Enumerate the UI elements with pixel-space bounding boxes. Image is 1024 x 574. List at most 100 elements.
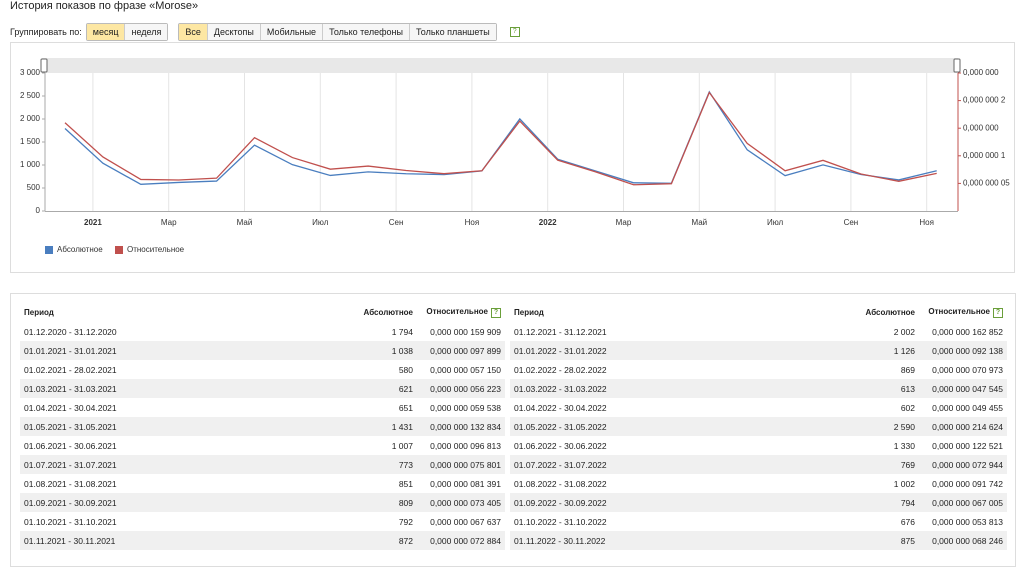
table-row: 01.08.2022 - 31.08.2022 1 002 0,000 000 09… bbox=[510, 474, 1007, 493]
table-row: 01.10.2022 - 31.10.2022 676 0,000 000 053 … bbox=[510, 512, 1007, 531]
table-row: 01.11.2022 - 30.11.2022 875 0,000 000 068 … bbox=[510, 531, 1007, 550]
table-cell: 01.08.2022 - 31.08.2022 bbox=[514, 478, 607, 489]
group-button[interactable]: месяц bbox=[86, 24, 126, 40]
y2-tick-label: 0,000 000 1 bbox=[963, 151, 1006, 160]
table-cell: 0,000 000 091 742 bbox=[932, 478, 1003, 489]
table-cell: 1 126 bbox=[821, 341, 919, 360]
table-row: 01.10.2021 - 31.10.2021 792 0,000 000 067 … bbox=[20, 512, 505, 531]
x-tick-label: Ноя bbox=[465, 218, 480, 227]
table-row: 01.07.2022 - 31.07.2022 769 0,000 000 072 … bbox=[510, 455, 1007, 474]
device-button[interactable]: Только телефоны bbox=[323, 24, 410, 40]
table-cell: 851 bbox=[398, 478, 413, 489]
help-icon[interactable]: ? bbox=[993, 308, 1003, 318]
series-line bbox=[64, 90, 937, 185]
header-text: Период bbox=[514, 308, 544, 317]
table-cell: 0,000 000 053 813 bbox=[932, 516, 1003, 527]
table-cell: 809 bbox=[319, 493, 417, 512]
slider-handle[interactable] bbox=[40, 58, 48, 73]
data-table: Период Абсолютное Относительное? 01.12.2021… bbox=[510, 303, 1007, 550]
table-cell: 0,000 000 075 801 bbox=[417, 455, 505, 474]
y-tick-label: 1 500 bbox=[20, 137, 41, 146]
table-cell: 1 007 bbox=[391, 440, 413, 451]
device-buttons: Все Десктопы Мобильные Только телефоны Тольк… bbox=[178, 23, 497, 41]
chart: 0 500 1 000 1 500 2 000 2 500 3 000 0,000 000 0… bbox=[10, 42, 1015, 273]
header-row: Период Абсолютное Относительное? bbox=[20, 303, 505, 322]
table-cell: 0,000 000 081 391 bbox=[430, 478, 501, 489]
table-cell: 0,000 000 059 538 bbox=[430, 402, 501, 413]
table-cell: 1 431 bbox=[319, 417, 417, 436]
y2-tick-label: 0,000 000 05 bbox=[963, 179, 1010, 188]
table-row: 01.03.2021 - 31.03.2021 621 0,000 000 056 … bbox=[20, 379, 505, 398]
table-row: 01.09.2021 - 30.09.2021 809 0,000 000 073 … bbox=[20, 493, 505, 512]
device-button[interactable]: Мобильные bbox=[260, 24, 324, 40]
table-cell: 01.12.2021 - 31.12.2021 bbox=[514, 326, 607, 337]
table-row: 01.01.2022 - 31.01.2022 1 126 0,000 000 09… bbox=[510, 341, 1007, 360]
y-tick-label: 2 500 bbox=[20, 91, 41, 100]
table-cell: 0,000 000 214 624 bbox=[919, 417, 1007, 436]
group-buttons: месяц неделя bbox=[85, 23, 169, 41]
y-tick-label: 0 bbox=[36, 206, 41, 215]
x-tick-label: Июл bbox=[767, 218, 784, 227]
table-cell: 01.08.2021 - 31.08.2021 bbox=[24, 478, 117, 489]
header-text: Относительное bbox=[426, 307, 488, 316]
data-table: Период Абсолютное Относительное? 01.12.2020… bbox=[20, 303, 505, 550]
device-button[interactable]: Только планшеты bbox=[409, 24, 496, 40]
header-row: Период Абсолютное Относительное? bbox=[510, 303, 1007, 322]
table-cell: 1 038 bbox=[319, 341, 417, 360]
table-cell: 01.10.2021 - 31.10.2021 bbox=[24, 516, 117, 527]
table-cell: 01.07.2021 - 31.07.2021 bbox=[20, 455, 319, 474]
legend-label: Абсолютное bbox=[57, 245, 103, 254]
page-title: История показов по фразе «Morose» bbox=[10, 0, 199, 12]
table-cell: 01.10.2022 - 31.10.2022 bbox=[514, 516, 607, 527]
table-cell: 580 bbox=[398, 364, 413, 375]
column-header: Относительное? bbox=[417, 303, 505, 322]
slider-handle[interactable] bbox=[953, 58, 961, 73]
column-header: Период bbox=[20, 303, 319, 322]
column-header: Относительное? bbox=[919, 303, 1007, 322]
device-button[interactable]: Десктопы bbox=[207, 24, 261, 40]
table-cell: 0,000 000 122 521 bbox=[932, 440, 1003, 451]
table-cell: 621 bbox=[319, 379, 417, 398]
table-cell: 01.01.2021 - 31.01.2021 bbox=[20, 341, 319, 360]
table-row: 01.11.2021 - 30.11.2021 872 0,000 000 072 … bbox=[20, 531, 505, 550]
table-cell: 01.06.2022 - 30.06.2022 bbox=[514, 440, 607, 451]
table-cell: 01.05.2022 - 31.05.2022 bbox=[510, 417, 821, 436]
header-text: Абсолютное bbox=[363, 308, 413, 317]
table-row: 01.04.2022 - 30.04.2022 602 0,000 000 049 … bbox=[510, 398, 1007, 417]
table-cell: 676 bbox=[900, 516, 915, 527]
table-row: 01.12.2021 - 31.12.2021 2 002 0,000 000 16… bbox=[510, 322, 1007, 341]
table-cell: 0,000 000 096 813 bbox=[430, 440, 501, 451]
range-slider[interactable] bbox=[42, 58, 958, 73]
table-row: 01.02.2021 - 28.02.2021 580 0,000 000 057 … bbox=[20, 360, 505, 379]
table-cell: 602 bbox=[900, 402, 915, 413]
table-cell: 01.04.2021 - 30.04.2021 bbox=[24, 402, 117, 413]
help-icon[interactable]: ? bbox=[509, 27, 520, 37]
table-row: 01.06.2021 - 30.06.2021 1 007 0,000 000 09… bbox=[20, 436, 505, 455]
table-row: 01.05.2022 - 31.05.2022 2 590 0,000 000 21… bbox=[510, 417, 1007, 436]
table-cell: 0,000 000 092 138 bbox=[919, 341, 1007, 360]
table-cell: 1 330 bbox=[893, 440, 915, 451]
table-cell: 872 bbox=[319, 531, 417, 550]
series-line bbox=[64, 91, 937, 186]
table-cell: 01.04.2022 - 30.04.2022 bbox=[514, 402, 607, 413]
header-text: Абсолютное bbox=[865, 308, 915, 317]
table-cell: 0,000 000 070 973 bbox=[932, 364, 1003, 375]
x-tick-label: 2021 bbox=[84, 218, 102, 227]
group-button[interactable]: неделя bbox=[125, 24, 168, 40]
table-cell: 0,000 000 056 223 bbox=[417, 379, 505, 398]
table-cell: 01.05.2021 - 31.05.2021 bbox=[20, 417, 319, 436]
table-cell: 0,000 000 068 246 bbox=[919, 531, 1007, 550]
controls: Группировать по: месяц неделя Все Десктопы… bbox=[10, 23, 520, 41]
device-button[interactable]: Все bbox=[179, 24, 208, 40]
table-cell: 01.09.2022 - 30.09.2022 bbox=[510, 493, 821, 512]
help-icon[interactable]: ? bbox=[491, 308, 501, 318]
chart-frame bbox=[10, 42, 1015, 273]
table-row: 01.06.2022 - 30.06.2022 1 330 0,000 000 12… bbox=[510, 436, 1007, 455]
y-tick-label: 3 000 bbox=[20, 68, 41, 77]
table-cell: 0,000 000 057 150 bbox=[430, 364, 501, 375]
table-cell: 875 bbox=[821, 531, 919, 550]
x-tick-label: Мар bbox=[161, 218, 177, 227]
table-cell: 0,000 000 067 005 bbox=[919, 493, 1007, 512]
table-row: 01.02.2022 - 28.02.2022 869 0,000 000 070 … bbox=[510, 360, 1007, 379]
